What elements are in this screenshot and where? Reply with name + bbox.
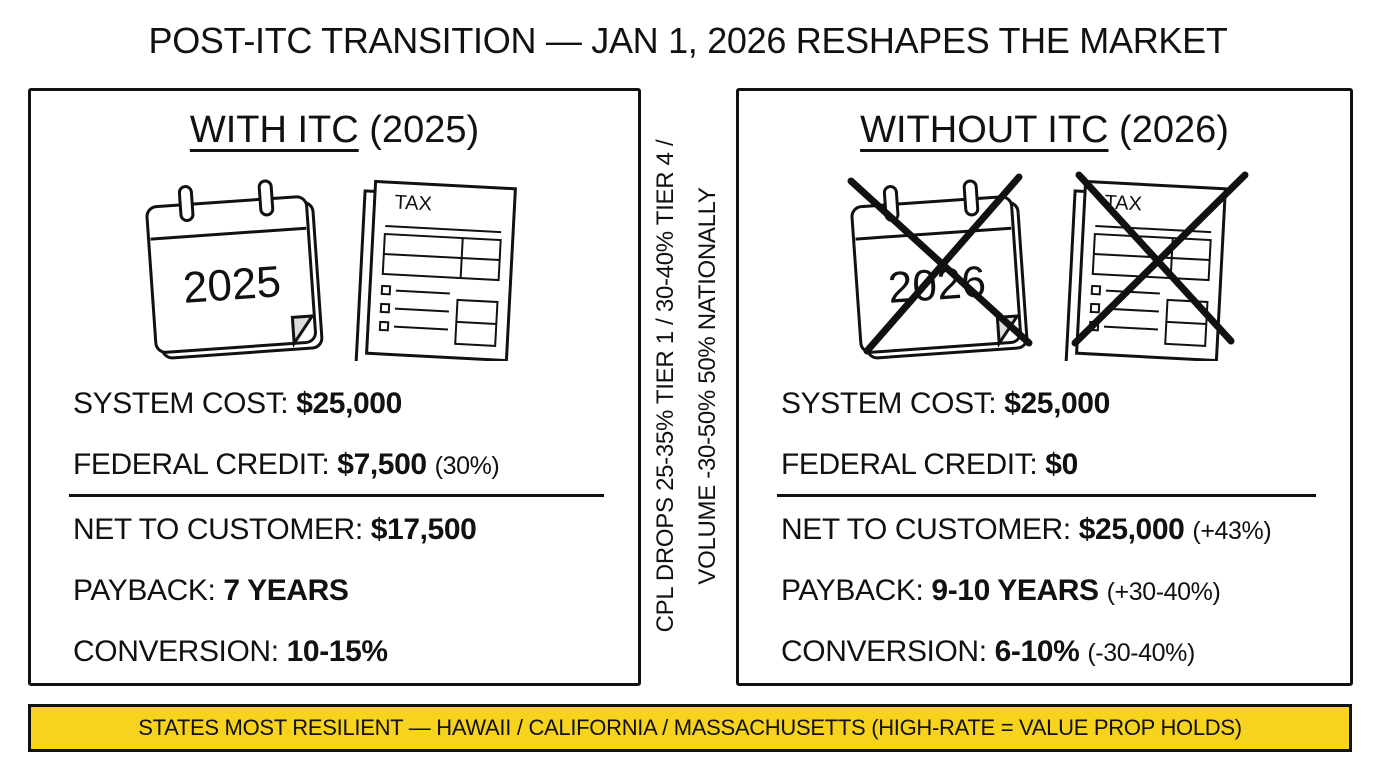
metric-row: NET TO CUSTOMER: $17,500 [73, 499, 624, 560]
metric-label: NET TO CUSTOMER: [73, 513, 363, 546]
side-note-line: CPL DROPS 25-35% TIER 1 / 30-40% TIER 4 … [652, 139, 679, 633]
metric-label: SYSTEM COST: [73, 387, 289, 420]
heading-year: (2026) [1119, 109, 1229, 151]
metric-note: (+30-40%) [1106, 578, 1221, 606]
metric-label: SYSTEM COST: [781, 387, 997, 420]
calendar-icon: 2025 [145, 179, 324, 360]
metric-label: CONVERSION: [73, 635, 279, 668]
panel-heading: WITHOUT ITC (2026) [739, 109, 1350, 152]
metric-value: $25,000 [296, 387, 402, 420]
icons: 2025 TAX [145, 179, 517, 361]
rows: SYSTEM COST: $25,000 FEDERAL CREDIT: $0 NET … [777, 373, 1336, 682]
metric-value: $7,500 [337, 448, 427, 481]
side-note-line: VOLUME -30-50% 50% NATIONALLY [694, 187, 721, 585]
heading-main: WITH ITC [189, 109, 359, 151]
footer-banner: STATES MOST RESILIENT — HAWAII / CALIFOR… [28, 704, 1352, 752]
metric-value: $0 [1045, 448, 1078, 481]
metric-row: NET TO CUSTOMER: $25,000 (+43%) [781, 499, 1336, 560]
metric-label: FEDERAL CREDIT: [73, 448, 330, 481]
metric-row: PAYBACK: 7 YEARS [73, 560, 624, 621]
metric-row: FEDERAL CREDIT: $0 [781, 434, 1336, 495]
icons: 2026 TAX [847, 171, 1249, 361]
metric-row: SYSTEM COST: $25,000 [73, 373, 624, 434]
divider [69, 494, 604, 497]
metric-label: PAYBACK: [73, 574, 216, 607]
metric-label: FEDERAL CREDIT: [781, 448, 1038, 481]
metric-row: CONVERSION: 10-15% [73, 621, 624, 682]
metric-label: CONVERSION: [781, 635, 987, 668]
tax-form-icon: TAX [354, 179, 517, 361]
heading-year: (2025) [369, 109, 480, 151]
calendar-icon: 2026 [850, 179, 1029, 360]
metric-value: $25,000 [1078, 513, 1185, 546]
cross [847, 173, 1033, 355]
panel-heading: WITH ITC (2025) [31, 109, 638, 152]
calendar-year: 2026 [886, 257, 987, 313]
with-itc-panel: WITH ITC (2025) 2025 TAX SYSTEM COST: $25… [28, 88, 641, 686]
calendar-year: 2025 [181, 257, 282, 313]
heading-main: WITHOUT ITC [860, 109, 1109, 151]
metric-value: 6-10% [994, 635, 1080, 668]
without-itc-panel: WITHOUT ITC (2026) 2026 TAX S [736, 88, 1353, 686]
metric-row: CONVERSION: 6-10% (-30-40%) [781, 621, 1336, 682]
divider [777, 494, 1316, 497]
title: POST-ITC TRANSITION — JAN 1, 2026 RESHAP… [148, 20, 1228, 61]
metric-value: $17,500 [370, 513, 477, 546]
form-label: TAX [394, 191, 433, 215]
rows: SYSTEM COST: $25,000 FEDERAL CREDIT: $7,500… [69, 373, 624, 682]
metric-value: 9-10 YEARS [931, 574, 1099, 607]
metric-value: 7 YEARS [223, 574, 349, 607]
metric-row: PAYBACK: 9-10 YEARS (+30-40%) [781, 560, 1336, 621]
cross [1071, 171, 1249, 347]
metric-note: (-30-40%) [1087, 639, 1195, 667]
side-note: CPL DROPS 25-35% TIER 1 / 30-40% TIER 4 … [645, 86, 735, 686]
metric-label: NET TO CUSTOMER: [781, 513, 1071, 546]
metric-note: (30%) [434, 452, 500, 480]
metric-row: SYSTEM COST: $25,000 [781, 373, 1336, 434]
metric-note: (+43%) [1192, 517, 1272, 545]
metric-value: $25,000 [1004, 387, 1110, 420]
metric-value: 10-15% [286, 635, 388, 668]
metric-row: FEDERAL CREDIT: $7,500 (30%) [73, 434, 624, 495]
metric-label: PAYBACK: [781, 574, 924, 607]
